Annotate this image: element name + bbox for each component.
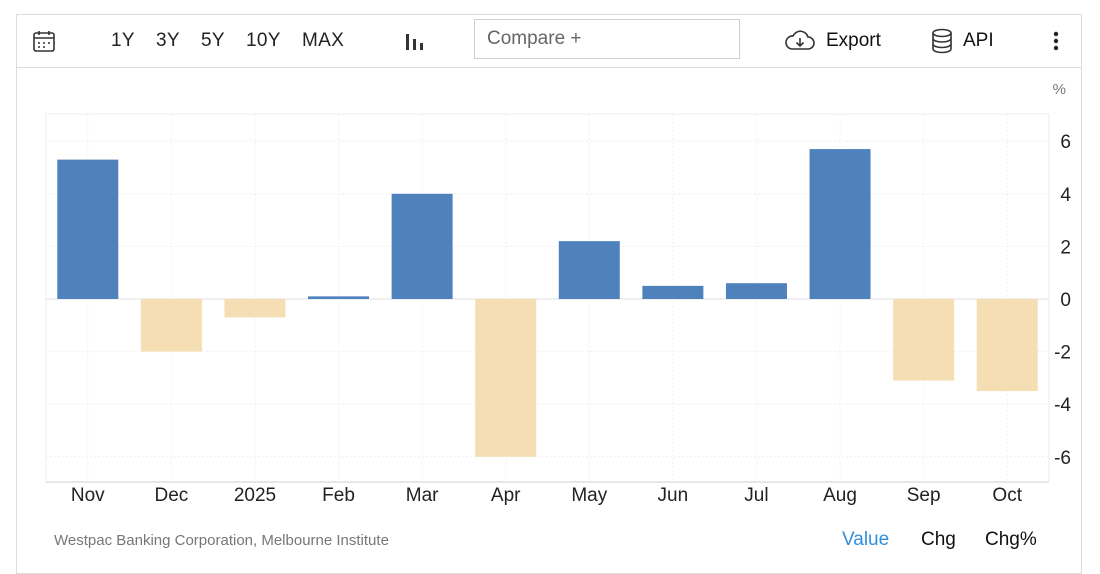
bar-chart: Nov Dec 2025 Feb Mar Apr May Jun Jul Aug Sep Oct 6 4… <box>45 81 1071 506</box>
x-tick-label: Apr <box>491 485 521 506</box>
export-button[interactable]: Export <box>784 14 881 68</box>
x-tick-label: Nov <box>71 485 105 506</box>
chart-grid <box>45 113 1050 483</box>
bar-dec[interactable] <box>140 299 202 352</box>
range-10y-button[interactable]: 10Y <box>246 30 281 51</box>
bar-may[interactable] <box>558 241 620 299</box>
x-tick-label: Jun <box>658 485 689 506</box>
range-3y-button[interactable]: 3Y <box>156 30 180 51</box>
x-tick-label: Jul <box>744 485 768 506</box>
y-tick-label: -2 <box>1054 343 1071 364</box>
x-tick-label: Sep <box>907 485 941 506</box>
cloud-download-icon <box>785 30 815 50</box>
y-axis-labels: 6 4 2 0 -2 -4 -6 <box>1054 132 1071 469</box>
export-label: Export <box>826 30 881 51</box>
x-tick-label: Dec <box>154 485 188 506</box>
source-text: Westpac Banking Corporation, Melbourne I… <box>54 532 389 549</box>
api-label: API <box>963 30 994 51</box>
x-tick-label: 2025 <box>234 485 276 506</box>
range-1y-button[interactable]: 1Y <box>111 30 135 51</box>
y-tick-label: -4 <box>1054 395 1071 416</box>
x-tick-label: Aug <box>823 485 857 506</box>
bar-sep[interactable] <box>893 299 955 381</box>
x-tick-label: Feb <box>322 485 355 506</box>
bar-jul[interactable] <box>725 283 787 299</box>
x-tick-label: Mar <box>406 485 439 506</box>
x-axis-labels: Nov Dec 2025 Feb Mar Apr May Jun Jul Aug Sep Oct <box>71 485 1023 506</box>
bar-oct[interactable] <box>976 299 1038 392</box>
chart-type-icon[interactable] <box>404 14 426 68</box>
y-tick-label: 2 <box>1060 237 1071 258</box>
more-options-icon[interactable] <box>1052 14 1060 68</box>
calendar-icon[interactable] <box>32 14 56 68</box>
bar-feb[interactable] <box>308 296 370 299</box>
compare-input[interactable] <box>474 19 740 59</box>
y-tick-label: 4 <box>1060 185 1071 206</box>
toolbar: 1Y 3Y 5Y 10Y MAX Export API <box>16 14 1082 68</box>
bar-nov[interactable] <box>57 159 119 299</box>
bar-2025[interactable] <box>224 299 286 318</box>
bar-mar[interactable] <box>391 193 453 299</box>
y-axis-unit: % <box>1053 81 1066 98</box>
bar-jun[interactable] <box>642 285 704 299</box>
tab-value[interactable]: Value <box>842 529 890 550</box>
api-button[interactable]: API <box>931 14 994 68</box>
y-tick-label: 6 <box>1060 132 1071 153</box>
tab-chg-percent[interactable]: Chg% <box>985 529 1037 550</box>
y-tick-label: 0 <box>1060 290 1071 311</box>
chart-bars <box>57 149 1038 457</box>
y-tick-label: -6 <box>1054 448 1071 469</box>
x-tick-label: May <box>571 485 607 506</box>
tab-chg[interactable]: Chg <box>921 529 956 550</box>
x-tick-label: Oct <box>992 485 1022 506</box>
bar-apr[interactable] <box>475 299 537 457</box>
bar-aug[interactable] <box>809 149 871 299</box>
range-5y-button[interactable]: 5Y <box>201 30 225 51</box>
range-max-button[interactable]: MAX <box>302 30 345 51</box>
database-icon <box>932 28 952 54</box>
